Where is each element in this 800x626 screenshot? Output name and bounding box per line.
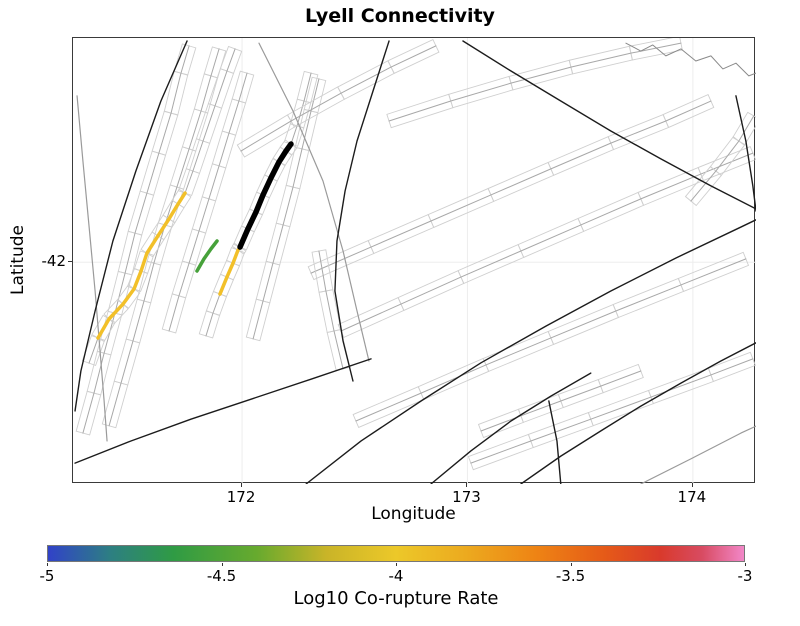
colorbar-tick-label: -3 — [737, 567, 753, 585]
fault-trace-black-8 — [74, 40, 188, 412]
subsection-chain-left-6 — [252, 78, 320, 340]
x-tick-label: 172 — [226, 488, 256, 506]
subsection-chain-diagonal-4 — [470, 358, 754, 464]
corupture-trace-yellow-long — [96, 191, 187, 340]
lyell-source-fault — [237, 141, 294, 250]
subsection-chain-diagonal-5 — [388, 42, 682, 122]
x-axis-label: Longitude — [371, 504, 456, 524]
fault-trace-gray-3 — [640, 425, 756, 484]
y-tick-labels: -42 — [0, 37, 72, 483]
subsection-chain-left-4 — [168, 72, 248, 332]
colorbar-tick-mark — [221, 563, 223, 566]
subsection-chain-left-1 — [82, 45, 190, 434]
x-tick-mark — [241, 483, 243, 487]
colorbar-tick-label: -4 — [388, 567, 404, 585]
fault-trace-black-5 — [430, 372, 592, 484]
coastline — [625, 42, 756, 77]
fault-trace-black-6 — [520, 342, 756, 484]
fault-map-canvas — [73, 38, 756, 484]
y-tick-label: -42 — [41, 252, 67, 271]
chart-title: Lyell Connectivity — [305, 5, 495, 27]
fault-trace-black-3 — [334, 40, 390, 382]
fault-trace-black-9 — [548, 400, 562, 484]
subsection-chain-diagonal-1 — [310, 100, 712, 274]
fault-trace-gray-2 — [76, 95, 108, 442]
subsection-chain-diagonal-2 — [340, 152, 754, 332]
colorbar-tick-label: -4.5 — [206, 567, 237, 585]
subsection-chain-diagonal-6 — [240, 45, 437, 152]
colorbar-tick-mark — [47, 563, 48, 566]
colorbar-tick-label: -3.5 — [555, 567, 586, 585]
subsection-chain-diagonal-7 — [480, 370, 642, 432]
colorbar-tick-mark — [745, 563, 746, 566]
x-tick-labels: 172 173 174 — [72, 483, 755, 508]
subsection-chain-center-short — [318, 250, 344, 370]
x-tick-mark — [466, 483, 468, 487]
colorbar-tick-label: -5 — [39, 567, 55, 585]
fault-trace-black-2 — [305, 219, 756, 484]
colorbar-gradient — [47, 545, 745, 562]
x-tick-mark — [691, 483, 693, 487]
x-tick-label: 173 — [452, 488, 481, 506]
colorbar-tick-mark — [396, 563, 397, 566]
fault-trace-black-7 — [735, 95, 756, 212]
colorbar-tick-labels: -5 -4.5 -4 -3.5 -3 — [40, 563, 752, 585]
colorbar-label: Log10 Co-rupture Rate — [293, 588, 499, 609]
fault-trace-gray-1 — [258, 42, 370, 362]
subsection-chain-diagonal-3 — [355, 258, 747, 422]
fault-trace-black-4 — [462, 40, 756, 210]
subsection-chain-right — [690, 115, 755, 202]
x-tick-label: 174 — [677, 488, 707, 506]
y-tick-mark — [68, 261, 72, 263]
corupture-trace-green — [195, 239, 219, 273]
subsection-chain-left-2 — [108, 48, 220, 427]
fault-trace-black-1 — [74, 358, 372, 464]
corupture-trace-yellow-short — [218, 248, 240, 296]
colorbar-tick-mark — [570, 563, 572, 566]
plot-area — [72, 37, 756, 484]
